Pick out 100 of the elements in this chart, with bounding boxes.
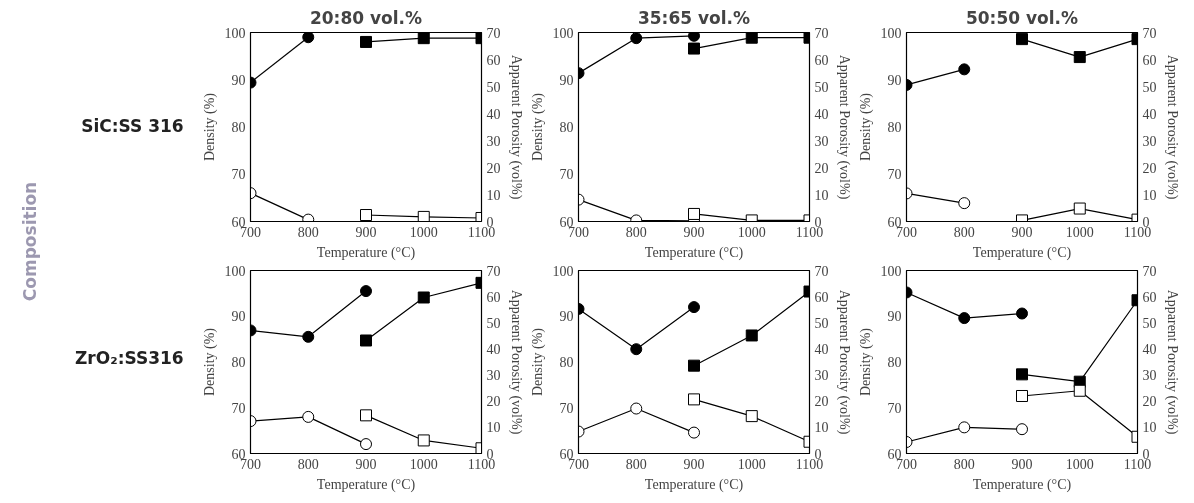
y-axis-title: Density (%) <box>857 92 874 162</box>
x-tick-label: 1000 <box>409 456 438 472</box>
y-tick-label: 90 <box>559 309 574 325</box>
chart-title: 50:50 vol.% <box>965 7 1079 28</box>
x-axis-title: Temperature (°C) <box>644 476 744 493</box>
point <box>688 42 700 55</box>
x-tick-label: 800 <box>953 224 975 240</box>
x-tick-label: 900 <box>1011 456 1033 472</box>
y2-tick-label: 30 <box>814 133 829 149</box>
y-tick-label: 90 <box>231 72 246 88</box>
y-tick-label: 100 <box>552 25 574 41</box>
y2-tick-label: 30 <box>814 368 829 384</box>
y-tick-label: 80 <box>231 355 246 370</box>
y2-tick-label: 40 <box>486 341 501 357</box>
y2-tick-label: 50 <box>1142 315 1157 331</box>
y2-tick-label: 10 <box>814 187 829 203</box>
y-tick-label: 80 <box>887 120 902 135</box>
y-tick-label: 70 <box>231 167 246 183</box>
y-axis-title: Density (%) <box>201 92 218 162</box>
y2-tick-label: 10 <box>1142 187 1157 203</box>
point <box>745 32 758 44</box>
y-tick-label: 90 <box>559 72 574 88</box>
y-tick-label: 100 <box>880 263 902 279</box>
point <box>417 291 430 304</box>
y-axis-title: Density (%) <box>201 327 218 397</box>
y2-tick-label: 50 <box>1142 79 1157 95</box>
point <box>360 285 372 298</box>
y2-tick-label: 30 <box>1142 368 1157 384</box>
y2-tick-label: 20 <box>1142 394 1157 410</box>
y2-tick-label: 60 <box>1142 52 1157 68</box>
y2-axis-title: Apparent Porosity (vol%) <box>1163 54 1180 200</box>
y-tick-label: 100 <box>552 263 574 279</box>
y-tick-label: 80 <box>231 120 246 135</box>
y2-axis-title: Apparent Porosity (vol%) <box>507 54 524 200</box>
x-axis-title: Temperature (°C) <box>316 244 416 261</box>
x-tick-label: 800 <box>297 224 319 240</box>
y-tick-label: 100 <box>224 25 246 41</box>
y2-tick-label: 70 <box>814 25 829 41</box>
y-tick-label: 70 <box>559 167 574 183</box>
point <box>417 32 430 45</box>
x-tick-label: 900 <box>355 224 377 240</box>
point <box>688 393 700 406</box>
point <box>630 343 643 356</box>
point <box>688 426 700 439</box>
y2-tick-label: 50 <box>814 79 829 95</box>
y2-tick-label: 50 <box>486 315 501 331</box>
y-tick-label: 80 <box>887 355 902 370</box>
x-tick-label: 900 <box>683 456 705 472</box>
x-tick-label: 900 <box>1011 224 1033 240</box>
point <box>417 434 430 447</box>
point <box>958 421 971 434</box>
point <box>1016 33 1028 46</box>
y-tick-label: 70 <box>559 400 574 416</box>
point <box>302 330 315 343</box>
text: Composition <box>20 181 41 302</box>
x-tick-label: 800 <box>625 456 647 472</box>
y2-tick-label: 30 <box>1142 133 1157 149</box>
y2-tick-label: 30 <box>486 368 501 384</box>
y-tick-label: 70 <box>231 400 246 416</box>
point <box>688 301 700 314</box>
x-tick-label: 1000 <box>409 224 438 240</box>
y-tick-label: 80 <box>559 120 574 135</box>
point <box>360 334 372 347</box>
point <box>1073 384 1086 397</box>
point <box>630 402 643 415</box>
y2-tick-label: 70 <box>814 263 829 279</box>
x-tick-label: 800 <box>625 224 647 240</box>
y2-tick-label: 10 <box>486 187 501 203</box>
point <box>745 329 758 342</box>
x-tick-label: 800 <box>297 456 319 472</box>
y2-tick-label: 60 <box>814 52 829 68</box>
y-tick-label: 70 <box>887 400 902 416</box>
y-tick-label: 90 <box>887 309 902 325</box>
point <box>302 410 315 423</box>
y-tick-label: 70 <box>887 167 902 183</box>
point <box>745 410 758 423</box>
point <box>1016 423 1028 436</box>
y2-tick-label: 20 <box>486 394 501 410</box>
y2-tick-label: 40 <box>814 341 829 357</box>
x-tick-label: 800 <box>953 456 975 472</box>
y2-tick-label: 60 <box>814 289 829 305</box>
y2-axis-title: Apparent Porosity (vol%) <box>835 54 852 200</box>
chart-title: 35:65 vol.% <box>637 7 751 28</box>
point <box>688 32 700 42</box>
y2-tick-label: 20 <box>486 160 501 176</box>
y2-tick-label: 70 <box>486 263 501 279</box>
x-axis-title: Temperature (°C) <box>972 476 1072 493</box>
x-axis-title: Temperature (°C) <box>972 244 1072 261</box>
x-tick-label: 1000 <box>737 224 766 240</box>
y2-tick-label: 10 <box>814 420 829 436</box>
y-tick-label: 90 <box>231 309 246 325</box>
point <box>360 438 372 451</box>
y2-tick-label: 50 <box>486 79 501 95</box>
point <box>1016 368 1028 381</box>
y2-tick-label: 40 <box>486 106 501 122</box>
x-tick-label: 900 <box>355 456 377 472</box>
chart-title: 20:80 vol.% <box>309 7 423 28</box>
x-tick-label: 1000 <box>1065 456 1094 472</box>
point <box>1073 51 1086 64</box>
x-axis-title: Temperature (°C) <box>644 244 744 261</box>
